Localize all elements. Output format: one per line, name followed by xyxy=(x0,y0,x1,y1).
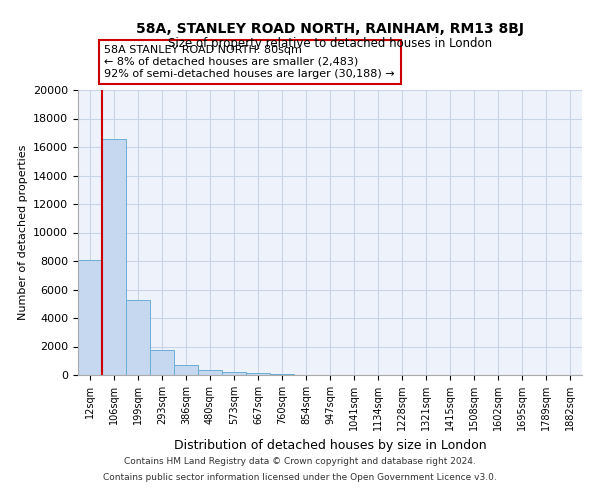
Text: Contains HM Land Registry data © Crown copyright and database right 2024.: Contains HM Land Registry data © Crown c… xyxy=(124,458,476,466)
Bar xyxy=(126,300,150,375)
Text: 58A STANLEY ROAD NORTH: 80sqm
← 8% of detached houses are smaller (2,483)
92% of: 58A STANLEY ROAD NORTH: 80sqm ← 8% of de… xyxy=(104,46,395,78)
X-axis label: Distribution of detached houses by size in London: Distribution of detached houses by size … xyxy=(173,438,487,452)
Bar xyxy=(198,370,222,375)
Bar xyxy=(78,260,102,375)
Text: 58A, STANLEY ROAD NORTH, RAINHAM, RM13 8BJ: 58A, STANLEY ROAD NORTH, RAINHAM, RM13 8… xyxy=(136,22,524,36)
Bar xyxy=(150,350,174,375)
Bar xyxy=(102,139,126,375)
Bar xyxy=(222,372,246,375)
Bar xyxy=(174,365,198,375)
Bar xyxy=(246,373,270,375)
Y-axis label: Number of detached properties: Number of detached properties xyxy=(17,145,28,320)
Bar xyxy=(270,374,294,375)
Text: Size of property relative to detached houses in London: Size of property relative to detached ho… xyxy=(168,38,492,51)
Text: Contains public sector information licensed under the Open Government Licence v3: Contains public sector information licen… xyxy=(103,472,497,482)
